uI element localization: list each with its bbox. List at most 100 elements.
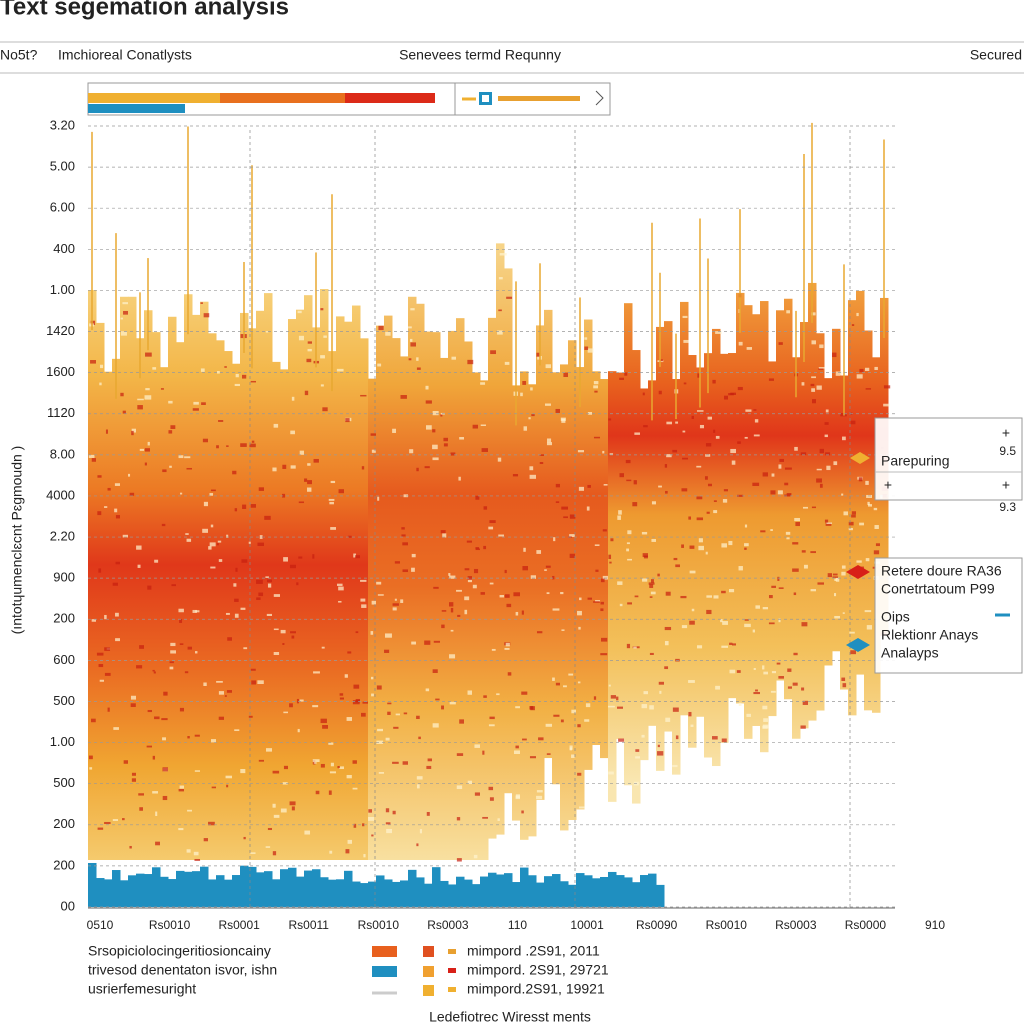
heat-cell	[474, 744, 481, 748]
heat-column	[624, 303, 633, 786]
heat-cell	[825, 452, 831, 456]
heat-cell	[440, 530, 446, 534]
x-tick-label: Rs0010	[149, 918, 191, 932]
heat-cell	[456, 589, 462, 592]
blue-cell	[496, 874, 505, 907]
panel-value: 9.3	[999, 500, 1016, 514]
heat-cell	[467, 690, 475, 695]
heat-cell	[545, 565, 551, 568]
heat-cell	[416, 367, 421, 370]
heat-cell	[696, 496, 703, 500]
heat-cell	[521, 691, 528, 695]
heat-cell	[786, 537, 790, 540]
heat-cell	[258, 759, 266, 762]
heat-cell	[178, 788, 186, 792]
heat-cell	[744, 623, 751, 628]
heat-cell	[608, 771, 614, 775]
heat-cell	[313, 458, 319, 463]
heat-column	[496, 243, 505, 835]
heat-cell	[323, 335, 327, 338]
heat-cell	[104, 821, 111, 825]
blue-cell	[400, 880, 409, 907]
heat-cell	[169, 666, 174, 670]
x-tick-label: Rs0003	[427, 918, 469, 932]
heat-column	[536, 325, 545, 800]
heat-cell	[713, 429, 716, 433]
heat-cell	[234, 598, 239, 602]
heat-cell	[650, 579, 654, 583]
heat-cell	[482, 816, 489, 819]
heat-column	[472, 372, 481, 860]
heat-cell	[192, 408, 199, 411]
heat-cell	[330, 527, 337, 530]
heat-cell	[200, 368, 205, 372]
heat-cell	[290, 430, 295, 435]
svg-text:+: +	[1002, 425, 1010, 441]
heat-column	[864, 330, 873, 711]
heat-cell	[475, 548, 483, 551]
heat-cell	[283, 765, 289, 770]
heat-cell	[163, 691, 168, 696]
blue-cell	[424, 883, 433, 907]
header-column: Imchioreal Conatlysts	[58, 47, 192, 63]
heat-cell	[144, 462, 147, 466]
heat-cell	[610, 538, 614, 542]
blue-cell	[336, 879, 345, 907]
heat-cell	[392, 607, 397, 611]
heat-cell	[776, 662, 781, 665]
heat-cell	[99, 382, 102, 386]
heat-cell	[283, 557, 288, 562]
heat-cell	[408, 358, 412, 361]
heat-cell	[448, 573, 451, 576]
heat-column	[672, 379, 681, 775]
heat-cell	[339, 697, 347, 700]
heat-cell	[91, 718, 96, 723]
heat-cell	[651, 501, 657, 505]
heat-cell	[753, 668, 756, 670]
blue-cell	[88, 862, 97, 907]
heat-cell	[546, 753, 551, 755]
heat-cell	[491, 648, 496, 651]
blue-cell	[232, 875, 241, 907]
heat-cell	[648, 582, 655, 585]
heat-cell	[320, 718, 327, 724]
heat-cell	[578, 626, 581, 630]
heat-cell	[771, 585, 777, 588]
blue-cell	[456, 876, 465, 907]
heat-cell	[235, 567, 238, 572]
heat-cell	[273, 814, 280, 818]
heat-cell	[168, 430, 173, 434]
heat-cell	[626, 548, 630, 552]
heat-column	[504, 268, 513, 794]
heat-cell	[560, 719, 564, 723]
heat-cell	[738, 566, 743, 571]
heat-cell	[658, 485, 662, 488]
heat-cell	[203, 682, 207, 687]
heat-cell	[680, 595, 687, 599]
heat-cell	[746, 347, 753, 350]
heat-cell	[728, 540, 733, 546]
heat-cell	[410, 308, 415, 311]
blue-cell	[128, 875, 137, 907]
heat-cell	[507, 672, 512, 676]
heat-cell	[266, 613, 273, 617]
blue-cell	[432, 867, 441, 907]
heat-cell	[579, 806, 585, 809]
heat-cell	[88, 454, 95, 458]
y-tick-label: 1120	[47, 405, 75, 420]
y-tick-label: 500	[53, 693, 75, 708]
heat-cell	[753, 409, 757, 411]
heat-cell	[234, 383, 242, 387]
heat-cell	[272, 851, 277, 856]
heat-cell	[546, 592, 550, 595]
heat-cell	[170, 650, 177, 654]
heat-cell	[658, 681, 666, 685]
heat-cell	[626, 643, 631, 649]
blue-cell	[256, 872, 265, 907]
heat-cell	[250, 504, 257, 508]
heat-column	[664, 321, 673, 732]
heat-cell	[595, 569, 599, 572]
heat-cell	[696, 645, 703, 649]
heat-column	[632, 350, 641, 804]
heat-cell	[712, 736, 718, 740]
